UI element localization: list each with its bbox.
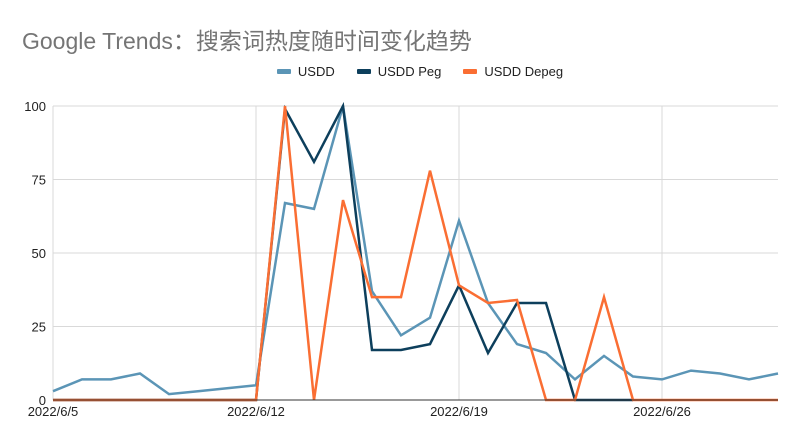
x-tick-label: 2022/6/19 bbox=[430, 404, 488, 419]
y-tick-label: 25 bbox=[32, 320, 46, 335]
legend-item-usdd-peg[interactable]: USDD Peg bbox=[356, 64, 442, 79]
y-tick-label: 0 bbox=[39, 393, 46, 408]
y-tick-label: 50 bbox=[32, 246, 46, 261]
series-line-usdd[interactable] bbox=[52, 105, 779, 396]
legend-swatch-icon bbox=[276, 69, 291, 74]
legend-item-usdd-depeg[interactable]: USDD Depeg bbox=[463, 64, 563, 79]
legend-label: USDD bbox=[297, 64, 335, 79]
y-tick-label: 75 bbox=[32, 173, 46, 188]
x-tick-label: 2022/6/12 bbox=[227, 404, 285, 419]
y-tick-label: 100 bbox=[24, 99, 46, 114]
x-tick-label: 2022/6/26 bbox=[633, 404, 691, 419]
legend-item-usdd[interactable]: USDD bbox=[276, 64, 335, 79]
x-tick-label: 2022/6/5 bbox=[28, 404, 79, 419]
legend-swatch-icon bbox=[356, 69, 371, 74]
legend-swatch-icon bbox=[463, 69, 478, 74]
legend: USDD USDD Peg USDD Depeg bbox=[0, 64, 800, 79]
legend-label: USDD Peg bbox=[377, 64, 442, 79]
chart-title: Google Trends：搜索词热度随时间变化趋势 bbox=[22, 28, 472, 54]
legend-label: USDD Depeg bbox=[484, 64, 564, 79]
